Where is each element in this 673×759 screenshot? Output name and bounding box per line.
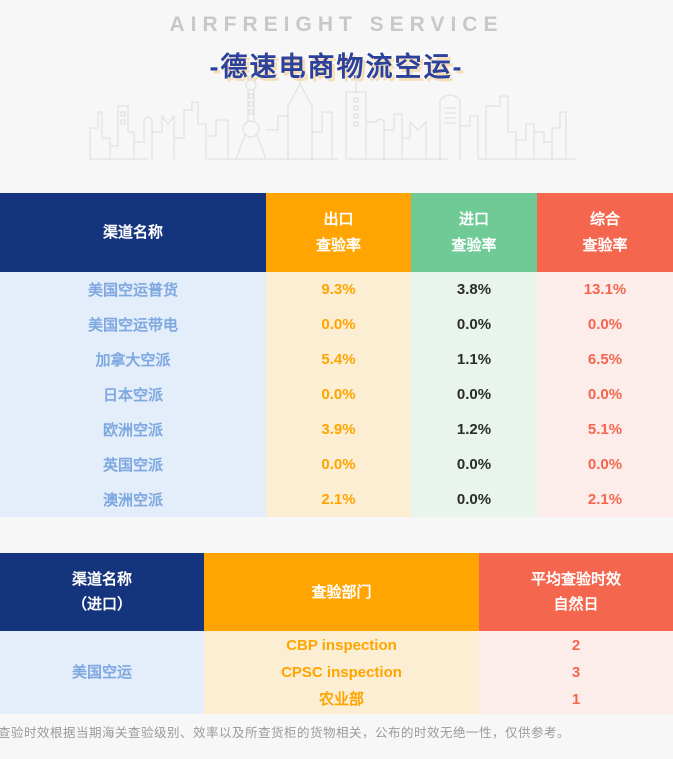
channel-cell: 美国空运带电 xyxy=(87,317,178,334)
header-department-label: 查验部门 xyxy=(311,583,372,601)
import-rate-column: 3.8% 0.0% 1.1% 0.0% 1.2% 0.0% 0.0% xyxy=(411,272,537,517)
header-export-line1: 出口 xyxy=(323,210,354,228)
header-export-rate: 出口 查验率 xyxy=(266,193,411,272)
inspection-table-header: 渠道名称 出口 查验率 进口 查验率 综合 查验率 xyxy=(0,193,673,272)
header-import-rate: 进口 查验率 xyxy=(411,193,537,272)
import-rate-cell: 0.0% xyxy=(456,386,492,403)
import-detail-table: 渠道名称 （进口） 查验部门 平均查验时效 自然日 美国空运 CBP inspe… xyxy=(0,553,673,714)
total-rate-cell: 13.1% xyxy=(583,281,627,298)
inspection-table-body: 美国空运普货 美国空运带电 加拿大空派 日本空派 欧洲空派 英国空派 澳洲空派 … xyxy=(0,272,673,517)
header-avg-time: 平均查验时效 自然日 xyxy=(479,553,673,631)
channel-cell: 澳洲空派 xyxy=(102,492,163,509)
disclaimer-note: 查验时效根据当期海关查验级别、效率以及所查货柜的货物相关，公布的时效无绝一性，仅… xyxy=(0,726,571,740)
section-spacer xyxy=(0,517,673,553)
inspection-rate-table: 渠道名称 出口 查验率 进口 查验率 综合 查验率 美国空运普货 美国空运带电 … xyxy=(0,193,673,517)
channel-column: 美国空运普货 美国空运带电 加拿大空派 日本空派 欧洲空派 英国空派 澳洲空派 xyxy=(0,272,266,517)
import-table-body: 美国空运 CBP inspection CPSC inspection 农业部 … xyxy=(0,631,673,714)
header-export-line2: 查验率 xyxy=(315,236,361,254)
import-rate-cell: 0.0% xyxy=(456,316,492,333)
import-rate-cell: 1.2% xyxy=(456,421,492,438)
total-rate-cell: 2.1% xyxy=(587,491,623,508)
total-rate-column: 13.1% 0.0% 6.5% 0.0% 5.1% 0.0% 2.1% xyxy=(537,272,673,517)
days-column: 2 3 1 xyxy=(479,631,673,714)
department-column: CBP inspection CPSC inspection 农业部 xyxy=(204,631,479,714)
header-import-line2: 查验率 xyxy=(451,236,497,254)
department-item: CBP inspection xyxy=(286,637,397,654)
days-value: 1 xyxy=(571,691,581,708)
import-rate-cell: 0.0% xyxy=(456,456,492,473)
import-rate-cell: 1.1% xyxy=(456,351,492,368)
channel-cell: 英国空派 xyxy=(102,457,163,474)
header-avg-time-line1: 平均查验时效 xyxy=(530,571,621,588)
total-rate-cell: 5.1% xyxy=(587,421,623,438)
days-value: 3 xyxy=(571,664,581,681)
header-avg-time-line2: 自然日 xyxy=(553,596,599,613)
export-rate-cell: 3.9% xyxy=(321,421,356,438)
import-rate-cell: 3.8% xyxy=(456,281,492,298)
header-channel: 渠道名称 xyxy=(0,193,266,272)
export-rate-cell: 0.0% xyxy=(321,456,356,473)
export-rate-column: 9.3% 0.0% 5.4% 0.0% 3.9% 0.0% 2.1% xyxy=(266,272,411,517)
department-item: CPSC inspection xyxy=(281,664,402,681)
channel-cell: 欧洲空派 xyxy=(102,422,163,439)
import-table-header: 渠道名称 （进口） 查验部门 平均查验时效 自然日 xyxy=(0,553,673,631)
hero-header: AIRFREIGHT SERVICE -德速电商物流空运- xyxy=(0,0,673,193)
days-value: 2 xyxy=(571,637,581,654)
channel-cell: 加拿大空派 xyxy=(95,352,171,369)
total-rate-cell: 0.0% xyxy=(587,316,623,333)
export-rate-cell: 0.0% xyxy=(321,316,356,333)
header-total-line2: 查验率 xyxy=(582,236,628,254)
total-rate-cell: 0.0% xyxy=(587,456,623,473)
header-department: 查验部门 xyxy=(204,553,479,631)
total-rate-cell: 0.0% xyxy=(587,386,623,403)
header-channel-label: 渠道名称 xyxy=(102,223,163,241)
header-total-line1: 综合 xyxy=(589,210,620,228)
import-channel-column: 美国空运 xyxy=(0,631,204,714)
header-channel-import-line1: 渠道名称 xyxy=(71,571,132,588)
header-channel-import-line2: （进口） xyxy=(71,596,132,613)
export-rate-cell: 0.0% xyxy=(321,386,356,403)
import-channel-cell: 美国空运 xyxy=(71,664,132,681)
export-rate-cell: 9.3% xyxy=(321,281,356,298)
english-subtitle: AIRFREIGHT SERVICE xyxy=(169,13,504,36)
header-total-rate: 综合 查验率 xyxy=(537,193,673,272)
header-import-line1: 进口 xyxy=(458,210,489,228)
total-rate-cell: 6.5% xyxy=(587,351,623,368)
channel-cell: 美国空运普货 xyxy=(87,282,178,299)
export-rate-cell: 5.4% xyxy=(321,351,356,368)
export-rate-cell: 2.1% xyxy=(321,491,356,508)
channel-cell: 日本空派 xyxy=(102,387,163,404)
import-rate-cell: 0.0% xyxy=(456,491,492,508)
department-item: 农业部 xyxy=(318,691,364,708)
city-skyline-illustration xyxy=(89,73,577,160)
header-channel-import: 渠道名称 （进口） xyxy=(0,553,204,631)
